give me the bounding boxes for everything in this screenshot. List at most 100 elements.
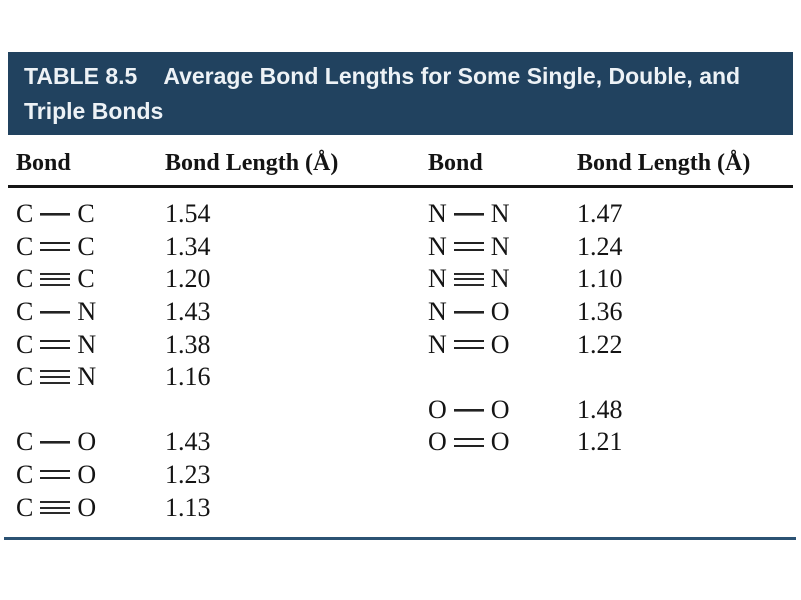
atom-symbol: N — [428, 199, 447, 229]
column-header-row: Bond Bond Length (Å) Bond Bond Length (Å… — [8, 135, 793, 188]
left-bond-length-value: 1.34 — [165, 231, 211, 261]
left-bond-length-value: 1.43 — [165, 427, 211, 457]
atom-symbol: C — [77, 264, 95, 294]
triple-bond-glyph — [40, 266, 71, 293]
bond-lengths-table: TABLE 8.5 Average Bond Lengths for Some S… — [8, 52, 793, 524]
right-bond-length-value — [577, 361, 793, 394]
atom-symbol: C — [16, 199, 34, 229]
atom-symbol: N — [77, 329, 97, 359]
atom-symbol: N — [77, 362, 97, 392]
atom-symbol: O — [77, 460, 97, 490]
right-bond-length-value — [577, 459, 793, 492]
table-rows: C C 1.54 N N 1.47 C C 1.34 N N 1.24 C C 1.20 N N 1.10 C N 1.… — [8, 198, 793, 524]
atom-symbol: C — [16, 297, 34, 327]
single-bond-glyph — [453, 396, 484, 423]
left-bond-length-value: 1.43 — [165, 297, 211, 327]
right-bond-length-value: 1.48 — [577, 394, 623, 424]
atom-symbol: C — [77, 199, 95, 229]
atom-symbol: N — [490, 264, 510, 294]
left-bond-length-value: 1.23 — [165, 460, 211, 490]
atom-symbol: C — [16, 427, 34, 457]
left-bond-length-value: 1.54 — [165, 199, 211, 229]
single-bond-glyph — [40, 201, 71, 228]
atom-symbol: C — [16, 362, 34, 392]
double-bond-glyph — [453, 429, 484, 456]
table-title-bar: TABLE 8.5 Average Bond Lengths for Some S… — [8, 52, 793, 135]
left-bond-length-value: 1.20 — [165, 264, 211, 294]
col-header-bond-left: Bond — [16, 150, 71, 176]
atom-symbol: N — [490, 231, 510, 261]
atom-symbol: O — [490, 427, 510, 457]
right-bond-length-value: 1.47 — [577, 199, 623, 229]
atom-symbol: O — [428, 427, 447, 457]
atom-symbol: N — [490, 199, 510, 229]
table-number-label: TABLE 8.5 — [24, 63, 138, 89]
double-bond-glyph — [40, 462, 71, 489]
col-header-length-left: Bond Length (Å) — [165, 150, 339, 176]
table-title: Average Bond Lengths for Some Single, Do… — [24, 63, 741, 124]
right-bond-length-value: 1.36 — [577, 297, 623, 327]
atom-symbol: C — [16, 231, 34, 261]
atom-symbol: N — [428, 231, 447, 261]
atom-symbol: C — [16, 329, 34, 359]
single-bond-glyph — [40, 299, 71, 326]
left-bond-length-value: 1.13 — [165, 492, 211, 522]
atom-symbol: C — [16, 264, 34, 294]
right-bond-cell — [428, 459, 577, 492]
atom-symbol: N — [428, 264, 447, 294]
atom-symbol: O — [490, 394, 510, 424]
triple-bond-glyph — [40, 364, 71, 391]
atom-symbol: C — [77, 231, 95, 261]
atom-symbol: N — [77, 297, 97, 327]
atom-symbol: O — [490, 329, 510, 359]
col-header-length-right: Bond Length (Å) — [577, 150, 751, 176]
right-bond-cell — [428, 491, 577, 524]
atom-symbol: C — [16, 492, 34, 522]
right-bond-length-value: 1.22 — [577, 329, 623, 359]
single-bond-glyph — [453, 201, 484, 228]
double-bond-glyph — [40, 331, 71, 358]
single-bond-glyph — [40, 429, 71, 456]
atom-symbol: O — [77, 492, 97, 522]
triple-bond-glyph — [453, 266, 484, 293]
left-bond-length-value: 1.38 — [165, 329, 211, 359]
col-header-bond-right: Bond — [428, 150, 483, 176]
double-bond-glyph — [453, 233, 484, 260]
atom-symbol: O — [490, 297, 510, 327]
atom-symbol: N — [428, 297, 447, 327]
triple-bond-glyph — [40, 494, 71, 521]
atom-symbol: N — [428, 329, 447, 359]
right-bond-length-value: 1.21 — [577, 427, 623, 457]
table-title-text: TABLE 8.5 Average Bond Lengths for Some S… — [24, 59, 764, 129]
double-bond-glyph — [453, 331, 484, 358]
left-bond-cell — [16, 394, 165, 427]
left-bond-length-value: 1.16 — [165, 362, 211, 392]
bottom-divider — [4, 537, 796, 540]
left-bond-length-value — [165, 394, 428, 427]
atom-symbol: O — [428, 394, 447, 424]
atom-symbol: C — [16, 460, 34, 490]
right-bond-length-value: 1.24 — [577, 231, 623, 261]
right-bond-cell — [428, 361, 577, 394]
right-bond-length-value: 1.10 — [577, 264, 623, 294]
single-bond-glyph — [453, 299, 484, 326]
double-bond-glyph — [40, 233, 71, 260]
right-bond-length-value — [577, 491, 793, 524]
